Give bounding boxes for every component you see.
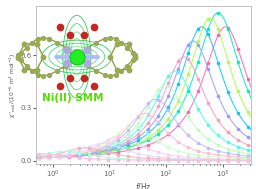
Text: Ni(II) SMM: Ni(II) SMM — [42, 93, 104, 103]
Y-axis label: $\chi''_\mathrm{mol}$/(10$^{-6}$ m$^3$ mol$^{-1}$): $\chi''_\mathrm{mol}$/(10$^{-6}$ m$^3$ m… — [7, 52, 18, 118]
X-axis label: $f$/Hz: $f$/Hz — [135, 181, 152, 189]
